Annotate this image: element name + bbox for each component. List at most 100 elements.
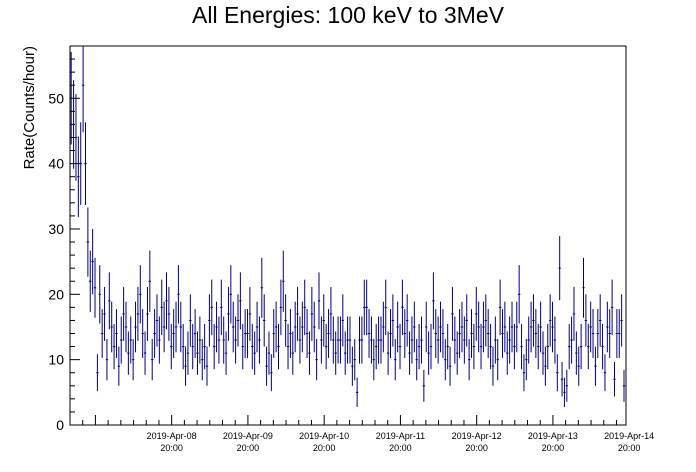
x-tick-label-date: 2019-Apr-09 (223, 431, 273, 441)
data-point (277, 323, 280, 370)
data-point (348, 316, 352, 364)
x-tick-label-date: 2019-Apr-12 (452, 431, 502, 441)
data-point (220, 279, 223, 336)
data-point (408, 331, 411, 375)
data-point (153, 309, 156, 358)
data-point (568, 323, 571, 370)
data-point (341, 294, 345, 347)
data-point (296, 286, 299, 341)
data-point (291, 331, 294, 375)
data-point (451, 286, 454, 341)
data-point (193, 309, 197, 358)
data-point (324, 323, 328, 370)
data-point (498, 279, 502, 336)
data-point (360, 316, 364, 364)
data-point (534, 309, 538, 358)
data-point (308, 331, 311, 375)
data-point (346, 316, 349, 364)
data-point (198, 316, 202, 364)
data-point (279, 279, 283, 336)
data-point (148, 250, 152, 312)
data-point (260, 257, 264, 318)
data-point (131, 338, 135, 381)
data-point (162, 301, 166, 353)
data-point (386, 331, 390, 375)
x-tick-label-time: 20:00 (542, 443, 565, 453)
data-point (598, 294, 602, 347)
data-point (79, 122, 82, 205)
data-point (391, 294, 395, 347)
data-point (472, 323, 476, 370)
data-point (301, 301, 304, 353)
data-point (615, 309, 619, 358)
data-point (522, 354, 526, 392)
data-point (191, 323, 194, 370)
data-point (596, 309, 599, 358)
data-point (591, 309, 595, 358)
data-point (398, 323, 402, 370)
data-point (327, 309, 330, 358)
data-point (229, 265, 233, 324)
data-point (532, 294, 535, 347)
data-point (425, 301, 428, 353)
data-point (93, 257, 97, 318)
data-point (444, 338, 447, 381)
data-point (72, 80, 75, 169)
data-point (186, 331, 190, 375)
data-point (608, 309, 611, 358)
data-point (146, 286, 149, 341)
data-point (243, 309, 247, 358)
data-point (417, 323, 421, 370)
data-point (336, 316, 340, 364)
data-point (339, 316, 342, 364)
x-tick-label-time: 20:00 (618, 443, 641, 453)
data-point (227, 286, 230, 341)
data-point (479, 323, 483, 370)
data-point (603, 354, 607, 392)
data-point (134, 301, 137, 353)
x-tick-label-time: 20:00 (160, 443, 183, 453)
data-point (579, 323, 583, 370)
data-point (110, 301, 113, 353)
data-point (122, 286, 125, 341)
data-point (315, 338, 318, 381)
data-point (89, 250, 92, 312)
data-point (253, 331, 256, 375)
data-point (322, 294, 325, 347)
data-point (367, 309, 371, 358)
data-point (501, 309, 504, 358)
data-point (81, 46, 85, 133)
data-point (394, 338, 397, 381)
data-point (105, 338, 109, 381)
data-point (208, 294, 211, 347)
data-point (403, 309, 406, 358)
y-tick-label: 50 (48, 90, 64, 106)
data-point (217, 316, 221, 364)
data-point (556, 354, 559, 392)
data-point (86, 207, 90, 277)
data-point (358, 316, 361, 364)
data-point (174, 301, 178, 353)
data-point (234, 316, 237, 364)
data-point (363, 279, 366, 336)
y-tick-label: 20 (48, 286, 64, 302)
data-point (508, 316, 511, 364)
data-point (477, 301, 480, 353)
data-point (210, 279, 213, 336)
data-point (203, 323, 206, 370)
data-point (375, 323, 378, 370)
data-point (446, 323, 449, 370)
data-point (582, 257, 585, 318)
data-point (527, 316, 530, 364)
data-point (618, 309, 621, 358)
data-point (525, 338, 528, 381)
data-point (622, 369, 626, 402)
data-point (310, 286, 314, 341)
plot-frame (69, 45, 627, 426)
data-point (589, 301, 592, 353)
data-point (572, 286, 576, 341)
data-point (506, 331, 509, 375)
data-point (494, 316, 497, 364)
data-point (422, 369, 426, 402)
data-point (351, 346, 354, 386)
